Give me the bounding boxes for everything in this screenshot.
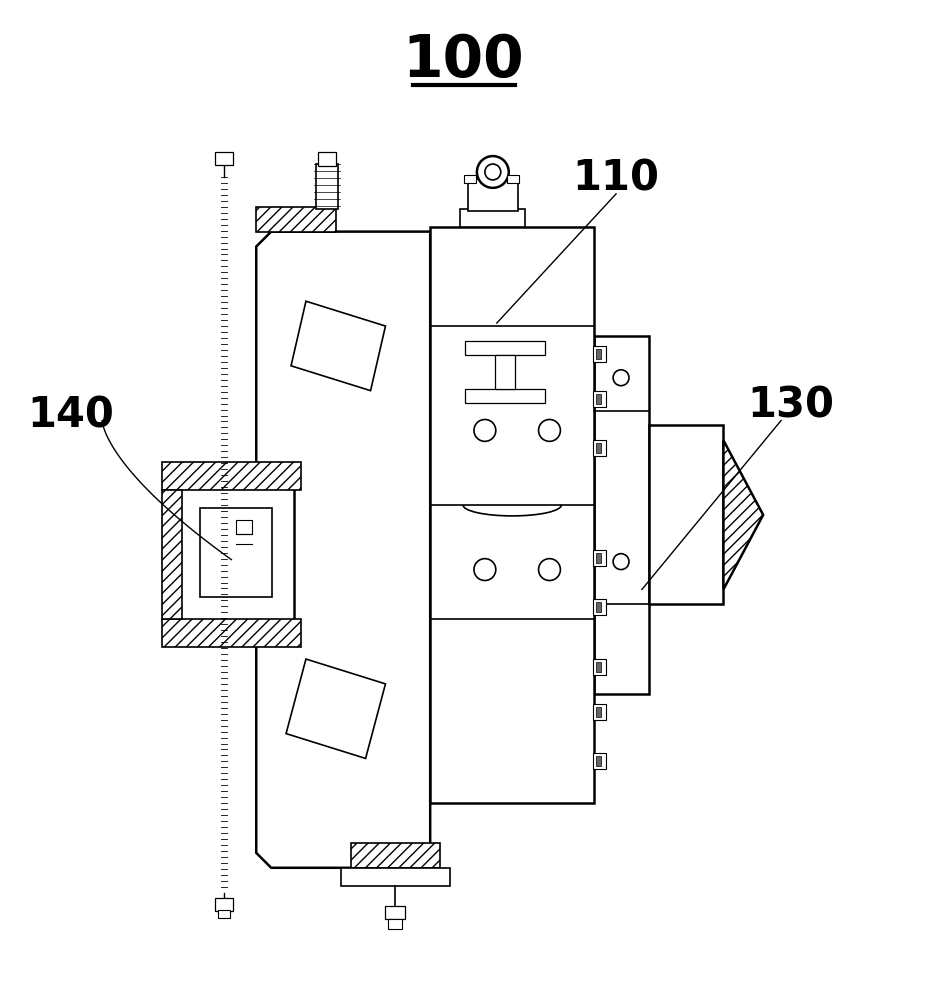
Circle shape (539, 419, 561, 441)
Bar (215, 898, 234, 911)
Polygon shape (286, 659, 386, 758)
Bar (236, 520, 252, 534)
Bar (219, 910, 231, 918)
Bar (596, 602, 602, 612)
Bar (341, 868, 451, 886)
Bar (596, 394, 602, 404)
Bar (596, 553, 602, 563)
Bar (596, 707, 602, 717)
Bar (596, 662, 602, 672)
Bar (460, 209, 525, 227)
Text: 140: 140 (27, 395, 114, 437)
Circle shape (613, 554, 629, 570)
Bar (388, 919, 402, 929)
Bar (464, 175, 476, 183)
Bar (593, 391, 606, 407)
Bar (465, 341, 544, 355)
Bar (465, 389, 544, 403)
Bar (596, 756, 602, 766)
Bar (468, 179, 517, 211)
Bar (593, 550, 606, 566)
Circle shape (485, 164, 501, 180)
Bar (162, 462, 301, 490)
Bar (593, 599, 606, 615)
Bar (593, 659, 606, 675)
Text: 110: 110 (573, 158, 660, 200)
Text: 130: 130 (747, 385, 834, 427)
Bar (199, 508, 273, 597)
Bar (180, 488, 294, 621)
Polygon shape (291, 301, 386, 391)
Bar (162, 619, 301, 647)
Text: 100: 100 (402, 32, 524, 89)
Bar (162, 490, 182, 619)
Bar (593, 704, 606, 720)
Bar (430, 227, 594, 803)
Bar (256, 207, 336, 232)
Bar (316, 164, 337, 209)
Polygon shape (723, 440, 763, 589)
Circle shape (474, 419, 496, 441)
Bar (596, 349, 602, 359)
Bar (507, 175, 519, 183)
Circle shape (476, 156, 509, 188)
Bar (495, 355, 514, 389)
Bar (215, 152, 234, 165)
Bar (350, 843, 440, 868)
Bar (593, 753, 606, 769)
Polygon shape (256, 232, 430, 868)
Circle shape (613, 370, 629, 386)
Bar (596, 443, 602, 453)
Bar (649, 425, 723, 604)
Bar (594, 336, 649, 694)
Circle shape (474, 559, 496, 581)
Bar (318, 152, 336, 166)
Circle shape (539, 559, 561, 581)
Bar (593, 440, 606, 456)
Bar (593, 346, 606, 362)
Bar (386, 906, 405, 919)
